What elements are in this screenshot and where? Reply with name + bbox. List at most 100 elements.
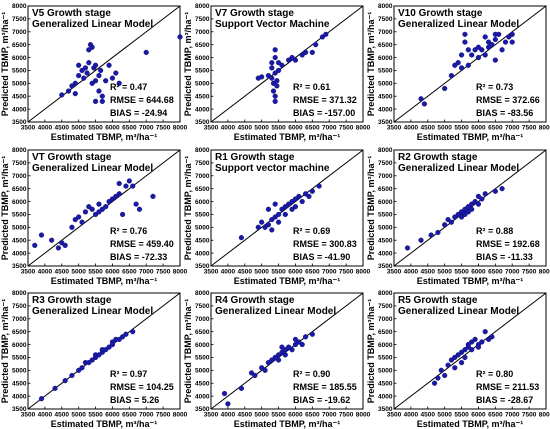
rmse-label: RMSE = 644.68 — [110, 95, 174, 105]
data-point — [116, 180, 122, 187]
x-tick-label: 6000 — [105, 412, 120, 419]
data-point — [269, 75, 275, 81]
y-tick-label: 8000 — [378, 3, 393, 10]
y-tick-label: 5500 — [195, 68, 210, 75]
data-point — [259, 219, 265, 225]
data-point — [469, 347, 475, 353]
data-point — [69, 372, 75, 379]
y-axis-label: Predicted TBMP, m³/ha⁻¹ — [0, 299, 10, 404]
data-point — [509, 31, 515, 37]
data-point — [452, 365, 458, 371]
panel-title: V10 Growth stage — [398, 8, 483, 19]
x-tick-label: 5000 — [71, 269, 86, 276]
y-tick-label: 6500 — [195, 186, 210, 193]
panel-subtitle: Support vector machine — [215, 163, 330, 174]
rmse-label: RMSE = 372.66 — [476, 95, 540, 105]
x-tick-label: 5500 — [454, 125, 469, 132]
x-axis-label: Estimated TBMP, m³/ha⁻¹ — [51, 132, 158, 142]
scatter-panel-3: 3500400045005000550060006500700075008000… — [366, 3, 550, 142]
y-tick-label: 3500 — [195, 406, 210, 413]
y-tick-label: 7000 — [12, 173, 27, 180]
scatter-panel-9: 3500400045005000550060006500700075008000… — [366, 290, 550, 429]
r-squared-label: R² = 0.90 — [293, 369, 330, 379]
x-axis-label: Estimated TBMP, m³/ha⁻¹ — [234, 419, 341, 429]
data-point — [428, 232, 434, 238]
y-tick-label: 6500 — [378, 329, 393, 336]
data-point — [255, 224, 261, 230]
data-point — [269, 227, 275, 233]
data-point — [445, 362, 451, 368]
x-tick-label: 8000 — [173, 125, 188, 132]
x-tick-label: 5000 — [254, 125, 269, 132]
x-tick-label: 7500 — [156, 125, 171, 132]
rmse-label: RMSE = 104.25 — [110, 382, 174, 392]
y-tick-label: 5500 — [378, 355, 393, 362]
bias-label: BIAS = 5.26 — [110, 395, 159, 405]
y-tick-label: 3500 — [12, 119, 27, 126]
y-tick-label: 5500 — [195, 355, 210, 362]
data-point — [435, 375, 441, 381]
y-tick-label: 4500 — [378, 380, 393, 387]
bias-label: BIAS = -28.67 — [476, 395, 533, 405]
y-tick-label: 7500 — [195, 160, 210, 167]
y-axis-label: Predicted TBMP, m³/ha⁻¹ — [183, 12, 193, 117]
x-tick-label: 7000 — [505, 125, 520, 132]
bias-label: BIAS = -11.33 — [476, 252, 533, 262]
data-point — [72, 80, 78, 86]
y-tick-label: 6000 — [12, 55, 27, 62]
data-point — [123, 183, 129, 189]
data-point — [479, 47, 485, 53]
panel-title: R1 Growth stage — [215, 152, 295, 163]
x-tick-label: 6000 — [288, 269, 303, 276]
x-tick-label: 4500 — [421, 125, 436, 132]
data-point — [150, 193, 156, 200]
x-tick-label: 4500 — [55, 412, 70, 419]
x-tick-label: 8000 — [356, 412, 371, 419]
x-tick-label: 7500 — [339, 269, 354, 276]
y-tick-label: 4000 — [378, 250, 393, 257]
y-tick-label: 5000 — [195, 225, 210, 232]
x-tick-label: 5000 — [437, 125, 452, 132]
data-point — [499, 47, 505, 53]
y-tick-label: 4500 — [378, 237, 393, 244]
rmse-label: RMSE = 185.55 — [293, 382, 357, 392]
y-tick-label: 3500 — [195, 119, 210, 126]
x-tick-label: 3500 — [387, 269, 402, 276]
x-tick-label: 7500 — [339, 412, 354, 419]
x-tick-label: 4500 — [238, 412, 253, 419]
y-tick-label: 3500 — [12, 406, 27, 413]
data-point — [292, 204, 299, 210]
data-point — [133, 201, 139, 207]
data-point — [438, 367, 444, 373]
data-point — [123, 331, 129, 337]
x-tick-label: 6000 — [471, 269, 486, 276]
panel-title: V5 Growth stage — [32, 8, 111, 19]
x-tick-label: 3500 — [204, 269, 219, 276]
x-tick-label: 3500 — [21, 269, 36, 276]
data-point — [418, 237, 424, 243]
data-point — [89, 44, 95, 50]
scatter-panel-6: 3500400045005000550060006500700075008000… — [366, 147, 550, 286]
panel-subtitle: Generalized Linear Model — [398, 306, 519, 317]
data-point — [274, 83, 280, 89]
y-tick-label: 4000 — [195, 250, 210, 257]
x-tick-label: 5000 — [254, 269, 269, 276]
x-tick-label: 6000 — [471, 412, 486, 419]
y-tick-label: 7500 — [12, 303, 27, 310]
data-point — [113, 70, 119, 76]
y-tick-label: 7000 — [12, 29, 27, 36]
x-tick-label: 8000 — [539, 125, 550, 132]
y-tick-label: 6500 — [195, 42, 210, 49]
data-point — [96, 88, 102, 94]
panel-title: R2 Growth stage — [398, 152, 478, 163]
x-tick-label: 5000 — [437, 269, 452, 276]
data-point — [458, 65, 465, 71]
data-point — [52, 385, 58, 391]
r-squared-label: R² = 0.80 — [476, 369, 513, 379]
panel-subtitle: Generalized Linear Model — [215, 306, 336, 317]
data-point — [492, 57, 498, 63]
x-axis-label: Estimated TBMP, m³/ha⁻¹ — [417, 419, 524, 429]
data-point — [435, 229, 441, 236]
y-tick-label: 3500 — [378, 406, 393, 413]
x-tick-label: 5500 — [454, 412, 469, 419]
